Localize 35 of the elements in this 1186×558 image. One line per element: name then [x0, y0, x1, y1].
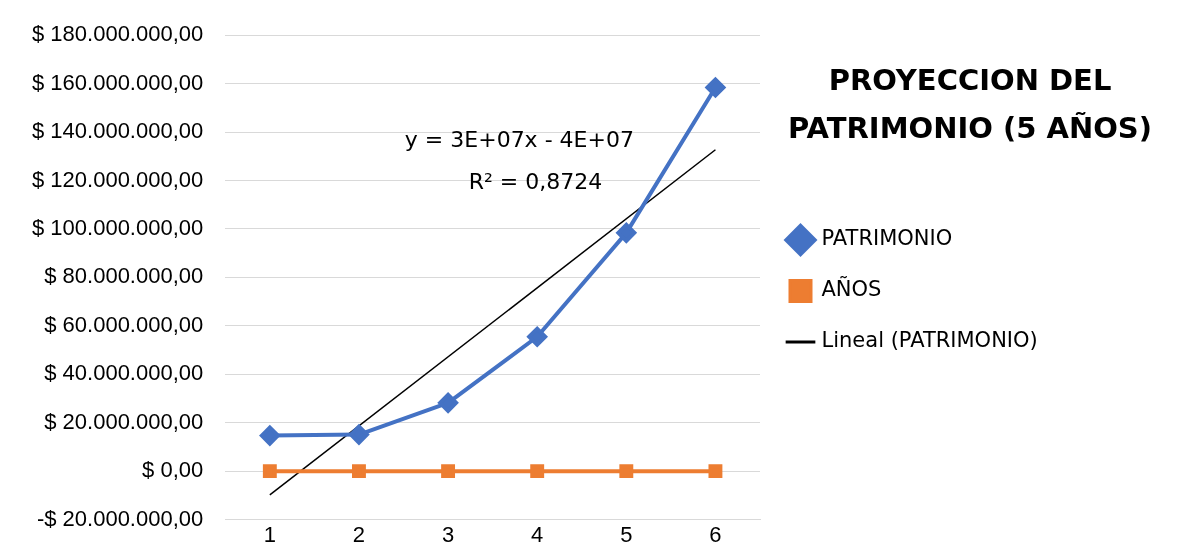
point [530, 464, 545, 479]
y-tick-label: $ 0,00 [142, 457, 204, 483]
y-tick-label: $ 100.000.000,00 [31, 215, 204, 241]
y-tick-label: -$ 20.000.000,00 [36, 505, 204, 531]
y-tick-label: $ 80.000.000,00 [44, 263, 204, 289]
point [348, 424, 369, 445]
legend-label: PATRIMONIO [821, 226, 953, 251]
y-tick-label: $ 160.000.000,00 [31, 69, 204, 95]
x-tick-label: 4 [531, 521, 544, 547]
point [708, 464, 723, 479]
y-tick-label: $ 40.000.000,00 [44, 360, 204, 386]
y-tick-label: $ 60.000.000,00 [44, 311, 204, 337]
x-tick-label: 1 [263, 521, 276, 547]
point [441, 464, 456, 479]
y-tick-label: $ 140.000.000,00 [31, 118, 204, 144]
y-tick-label: $ 180.000.000,00 [31, 21, 204, 47]
point [259, 425, 280, 446]
point [438, 392, 459, 413]
y-tick-label: $ 20.000.000,00 [44, 408, 204, 434]
legend-label: Lineal (PATRIMONIO) [821, 328, 1038, 353]
x-tick-label: 3 [441, 521, 455, 547]
point [705, 77, 726, 98]
text: PROYECCION DEL PATRIMONIO (5 AÑOS) [786, 62, 1153, 147]
point [352, 464, 366, 479]
x-tick-label: 6 [709, 521, 722, 547]
x-tick-label: 5 [620, 521, 633, 547]
point [527, 326, 548, 347]
point [616, 222, 637, 243]
annotation: y = 3E+07x - 4E+07 [404, 127, 634, 153]
y-tick-label: $ 120.000.000,00 [31, 166, 204, 192]
x-tick-label: 2 [352, 521, 366, 547]
point [619, 464, 634, 479]
point [262, 464, 277, 479]
annotation: R² = 0,8724 [468, 169, 603, 195]
legend-label: AÑOS [821, 275, 882, 302]
